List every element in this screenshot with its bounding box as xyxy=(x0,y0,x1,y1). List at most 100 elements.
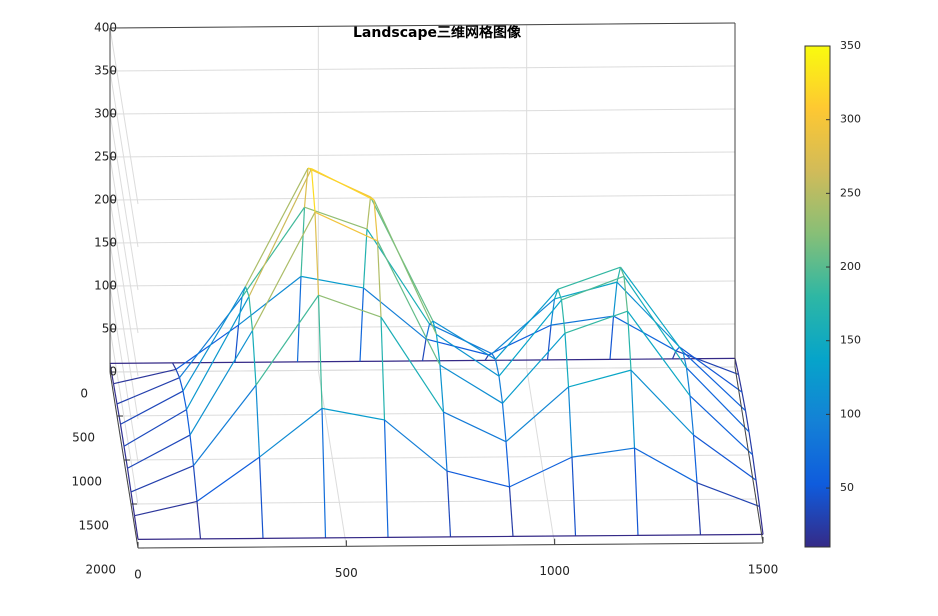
mesh-edge xyxy=(109,363,115,384)
mesh-edge xyxy=(297,360,361,363)
mesh xyxy=(109,167,764,541)
mesh-edge xyxy=(123,446,129,469)
mesh-edge xyxy=(672,357,736,360)
mesh-edge xyxy=(439,364,503,404)
mesh-edge xyxy=(627,310,691,397)
z-tick-label: 400 xyxy=(94,21,117,35)
mesh-edge xyxy=(751,454,757,481)
mesh-edge xyxy=(366,228,431,325)
mesh-edge xyxy=(564,310,628,334)
mesh-edge xyxy=(512,535,576,538)
mesh-edge xyxy=(560,299,566,334)
colorbar: 50 100 150 200 250 300 350 xyxy=(804,39,861,548)
grid-line xyxy=(109,366,736,373)
mesh-edge xyxy=(571,447,635,458)
mesh-edge xyxy=(634,447,698,484)
mesh-edge xyxy=(120,390,184,425)
mesh-edge xyxy=(366,196,372,230)
mesh-edge xyxy=(248,168,313,297)
mesh-edge xyxy=(741,391,747,411)
grid-line xyxy=(109,65,736,72)
mesh-edge xyxy=(550,315,614,326)
colorbar-tick-label: 150 xyxy=(840,334,861,347)
mesh-edge xyxy=(612,282,618,317)
mesh-edge xyxy=(185,296,250,410)
grid xyxy=(109,22,764,549)
mesh-edge xyxy=(623,275,687,369)
mesh-edge xyxy=(196,501,202,539)
mesh-edge xyxy=(616,267,622,283)
mesh-edge xyxy=(439,365,445,413)
grid-line xyxy=(109,237,736,244)
grid-line xyxy=(130,498,757,505)
mesh-edge xyxy=(376,240,441,366)
mesh-edge xyxy=(185,409,191,436)
mesh-edge xyxy=(373,199,438,335)
mesh-edge xyxy=(679,346,743,393)
mesh-edge xyxy=(234,361,298,363)
colorbar-tick-label: 300 xyxy=(840,113,861,126)
mesh-edge xyxy=(251,211,316,331)
mesh-edge xyxy=(376,240,382,318)
x-tick-label: 500 xyxy=(335,566,358,580)
z-tick-label: 300 xyxy=(94,107,117,121)
colorbar-tick-label: 250 xyxy=(840,186,861,199)
mesh-edge xyxy=(134,500,198,517)
mesh-edge xyxy=(373,199,379,241)
mesh-edge xyxy=(435,334,441,366)
mesh-edge xyxy=(175,369,181,378)
grid-line xyxy=(109,280,736,287)
mesh-edge xyxy=(494,359,500,377)
axis-line xyxy=(137,542,764,549)
mesh-edge xyxy=(553,288,559,300)
mesh-edge xyxy=(234,325,240,363)
mesh-edge xyxy=(630,370,636,449)
mesh-edge xyxy=(682,351,688,368)
mesh-edge xyxy=(310,168,316,213)
mesh-edge xyxy=(633,448,639,536)
mesh-edge xyxy=(626,311,632,371)
mesh-edge xyxy=(171,362,177,370)
mesh-edge xyxy=(251,330,257,386)
mesh-edge xyxy=(241,206,305,298)
mesh-edge xyxy=(685,367,691,396)
grid-line xyxy=(109,242,139,420)
mesh-edge xyxy=(123,409,187,447)
grid-line xyxy=(109,328,139,506)
mesh-edge xyxy=(359,360,423,362)
mesh-edge xyxy=(564,333,570,388)
mesh-edge xyxy=(509,456,573,488)
z-tick-label: 100 xyxy=(94,279,117,293)
mesh-edge xyxy=(446,471,452,537)
mesh-edge xyxy=(686,367,750,433)
mesh-edge xyxy=(613,315,677,352)
grid-line xyxy=(109,285,139,463)
x-tick-label: 1500 xyxy=(748,563,779,577)
z-tick-label: 250 xyxy=(94,150,117,164)
mesh-edge xyxy=(682,351,746,412)
mesh-edge xyxy=(116,377,180,405)
mesh-edge xyxy=(133,515,139,540)
mesh-edge xyxy=(119,424,125,447)
mesh-edge xyxy=(488,324,552,356)
axis-line xyxy=(109,371,139,549)
mesh-edge xyxy=(193,384,257,467)
mesh-edge xyxy=(737,374,743,393)
axis-line xyxy=(734,366,764,544)
y-tick-label: 0 xyxy=(80,387,88,401)
grid-line xyxy=(109,156,139,334)
z-tick-label: 200 xyxy=(94,193,117,207)
mesh-edge xyxy=(637,534,701,537)
mesh-edge xyxy=(314,211,378,242)
mesh-edge xyxy=(192,465,198,502)
mesh-edge xyxy=(693,434,757,481)
mesh-edge xyxy=(575,534,639,537)
mesh-edge xyxy=(126,468,132,493)
mesh-edge xyxy=(484,359,548,361)
mesh-edge xyxy=(116,403,122,425)
mesh-edge xyxy=(311,168,375,201)
mesh-edge xyxy=(318,294,382,318)
mesh-edge xyxy=(317,295,323,409)
colorbar-scale xyxy=(804,45,831,548)
axes: 0501001502002503003504000500100015000500… xyxy=(71,21,778,582)
